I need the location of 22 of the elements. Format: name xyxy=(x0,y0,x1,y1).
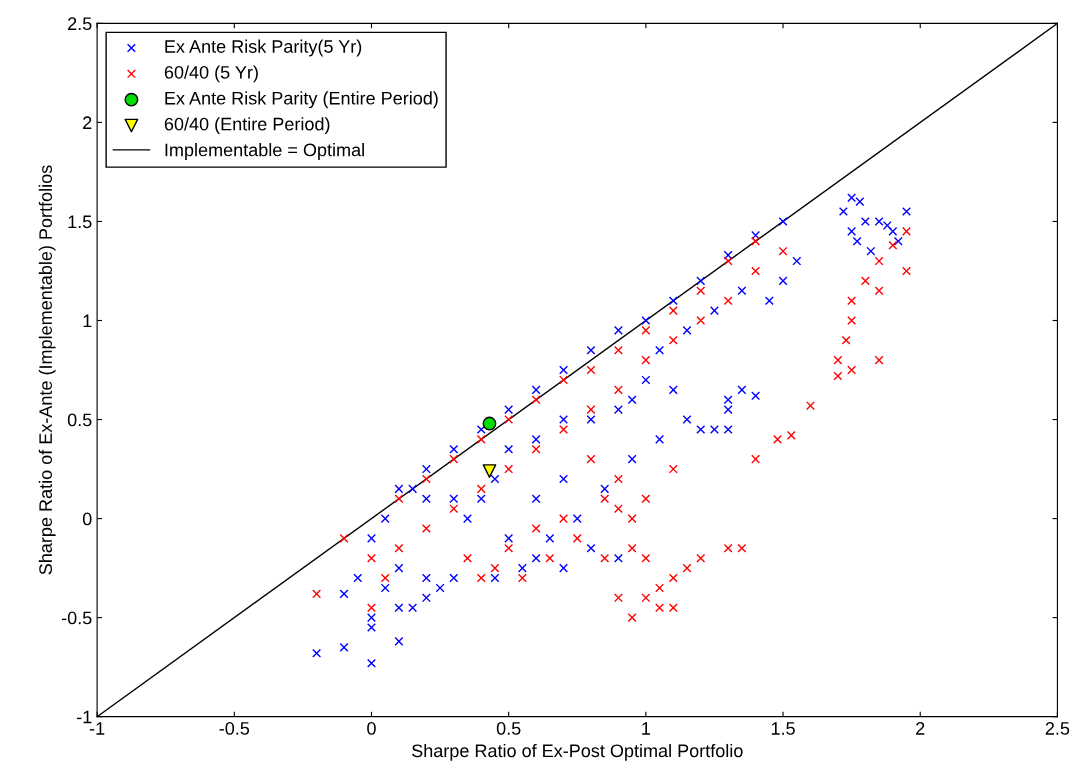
y-tick-label: 1 xyxy=(83,314,92,328)
legend-label: Ex Ante Risk Parity (Entire Period) xyxy=(165,91,438,109)
y-axis-title: Sharpe Ratio of Ex-Ante (Implementable) Portfolios xyxy=(38,165,56,575)
x-tick-label: 0.5 xyxy=(496,722,521,735)
legend-label: 60/40 (Entire Period) xyxy=(164,117,330,135)
y-tick-label: 0 xyxy=(82,512,92,526)
y-tick-label: -1 xyxy=(77,710,92,724)
x-tick-label: 2.5 xyxy=(1045,722,1070,735)
y-tick-label: 1.5 xyxy=(68,215,92,229)
y-tick-label: 0.5 xyxy=(67,413,92,427)
x-tick-label: -0.5 xyxy=(219,722,250,735)
y-tick-label: -0.5 xyxy=(61,611,92,625)
y-tick-label: 2.5 xyxy=(68,17,92,31)
y-tick-label: 2 xyxy=(83,116,92,129)
legend-label: Ex Ante Risk Parity(5 Yr) xyxy=(165,39,362,57)
x-tick-label: 2 xyxy=(916,722,925,735)
x-tick-label: 0 xyxy=(367,722,376,735)
x-tick-label: 1 xyxy=(642,722,650,735)
x-axis-title: Sharpe Ratio of Ex-Post Optimal Portfolio xyxy=(412,743,743,761)
legend-label: Implementable = Optimal xyxy=(165,143,364,160)
x-tick-label: 1.5 xyxy=(771,722,795,735)
legend-label: 60/40 (5 Yr) xyxy=(164,65,258,83)
